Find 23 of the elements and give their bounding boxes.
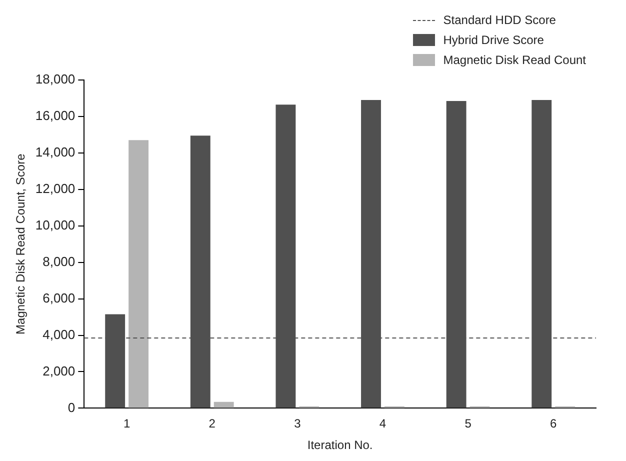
bar bbox=[214, 402, 234, 408]
legend-label: Standard HDD Score bbox=[443, 13, 556, 27]
y-axis-title: Magnetic Disk Read Count, Score bbox=[14, 153, 28, 334]
y-tick-label: 10,000 bbox=[35, 217, 76, 232]
y-tick-label: 8,000 bbox=[42, 254, 76, 269]
legend-label: Magnetic Disk Read Count bbox=[443, 53, 586, 67]
x-tick-label: 5 bbox=[464, 416, 472, 431]
y-tick-label: 6,000 bbox=[42, 290, 76, 306]
y-tick-label: 16,000 bbox=[35, 108, 76, 124]
x-tick-label: 4 bbox=[379, 416, 386, 431]
y-tick-label: 2,000 bbox=[42, 363, 76, 378]
x-tick-label: 2 bbox=[208, 416, 216, 431]
y-tick-label: 18,000 bbox=[35, 72, 76, 87]
legend-label: Hybrid Drive Score bbox=[443, 33, 544, 47]
x-axis-title: Iteration No. bbox=[307, 438, 373, 452]
x-tick-label: 6 bbox=[550, 416, 558, 431]
bar bbox=[128, 140, 149, 408]
y-tick-label: 14,000 bbox=[35, 144, 76, 160]
y-tick-label: 4,000 bbox=[42, 326, 76, 342]
x-tick-label: 3 bbox=[294, 416, 302, 431]
x-tick-label: 1 bbox=[123, 416, 130, 431]
y-tick-label: 0 bbox=[68, 400, 76, 415]
y-tick-label: 12,000 bbox=[35, 180, 76, 196]
